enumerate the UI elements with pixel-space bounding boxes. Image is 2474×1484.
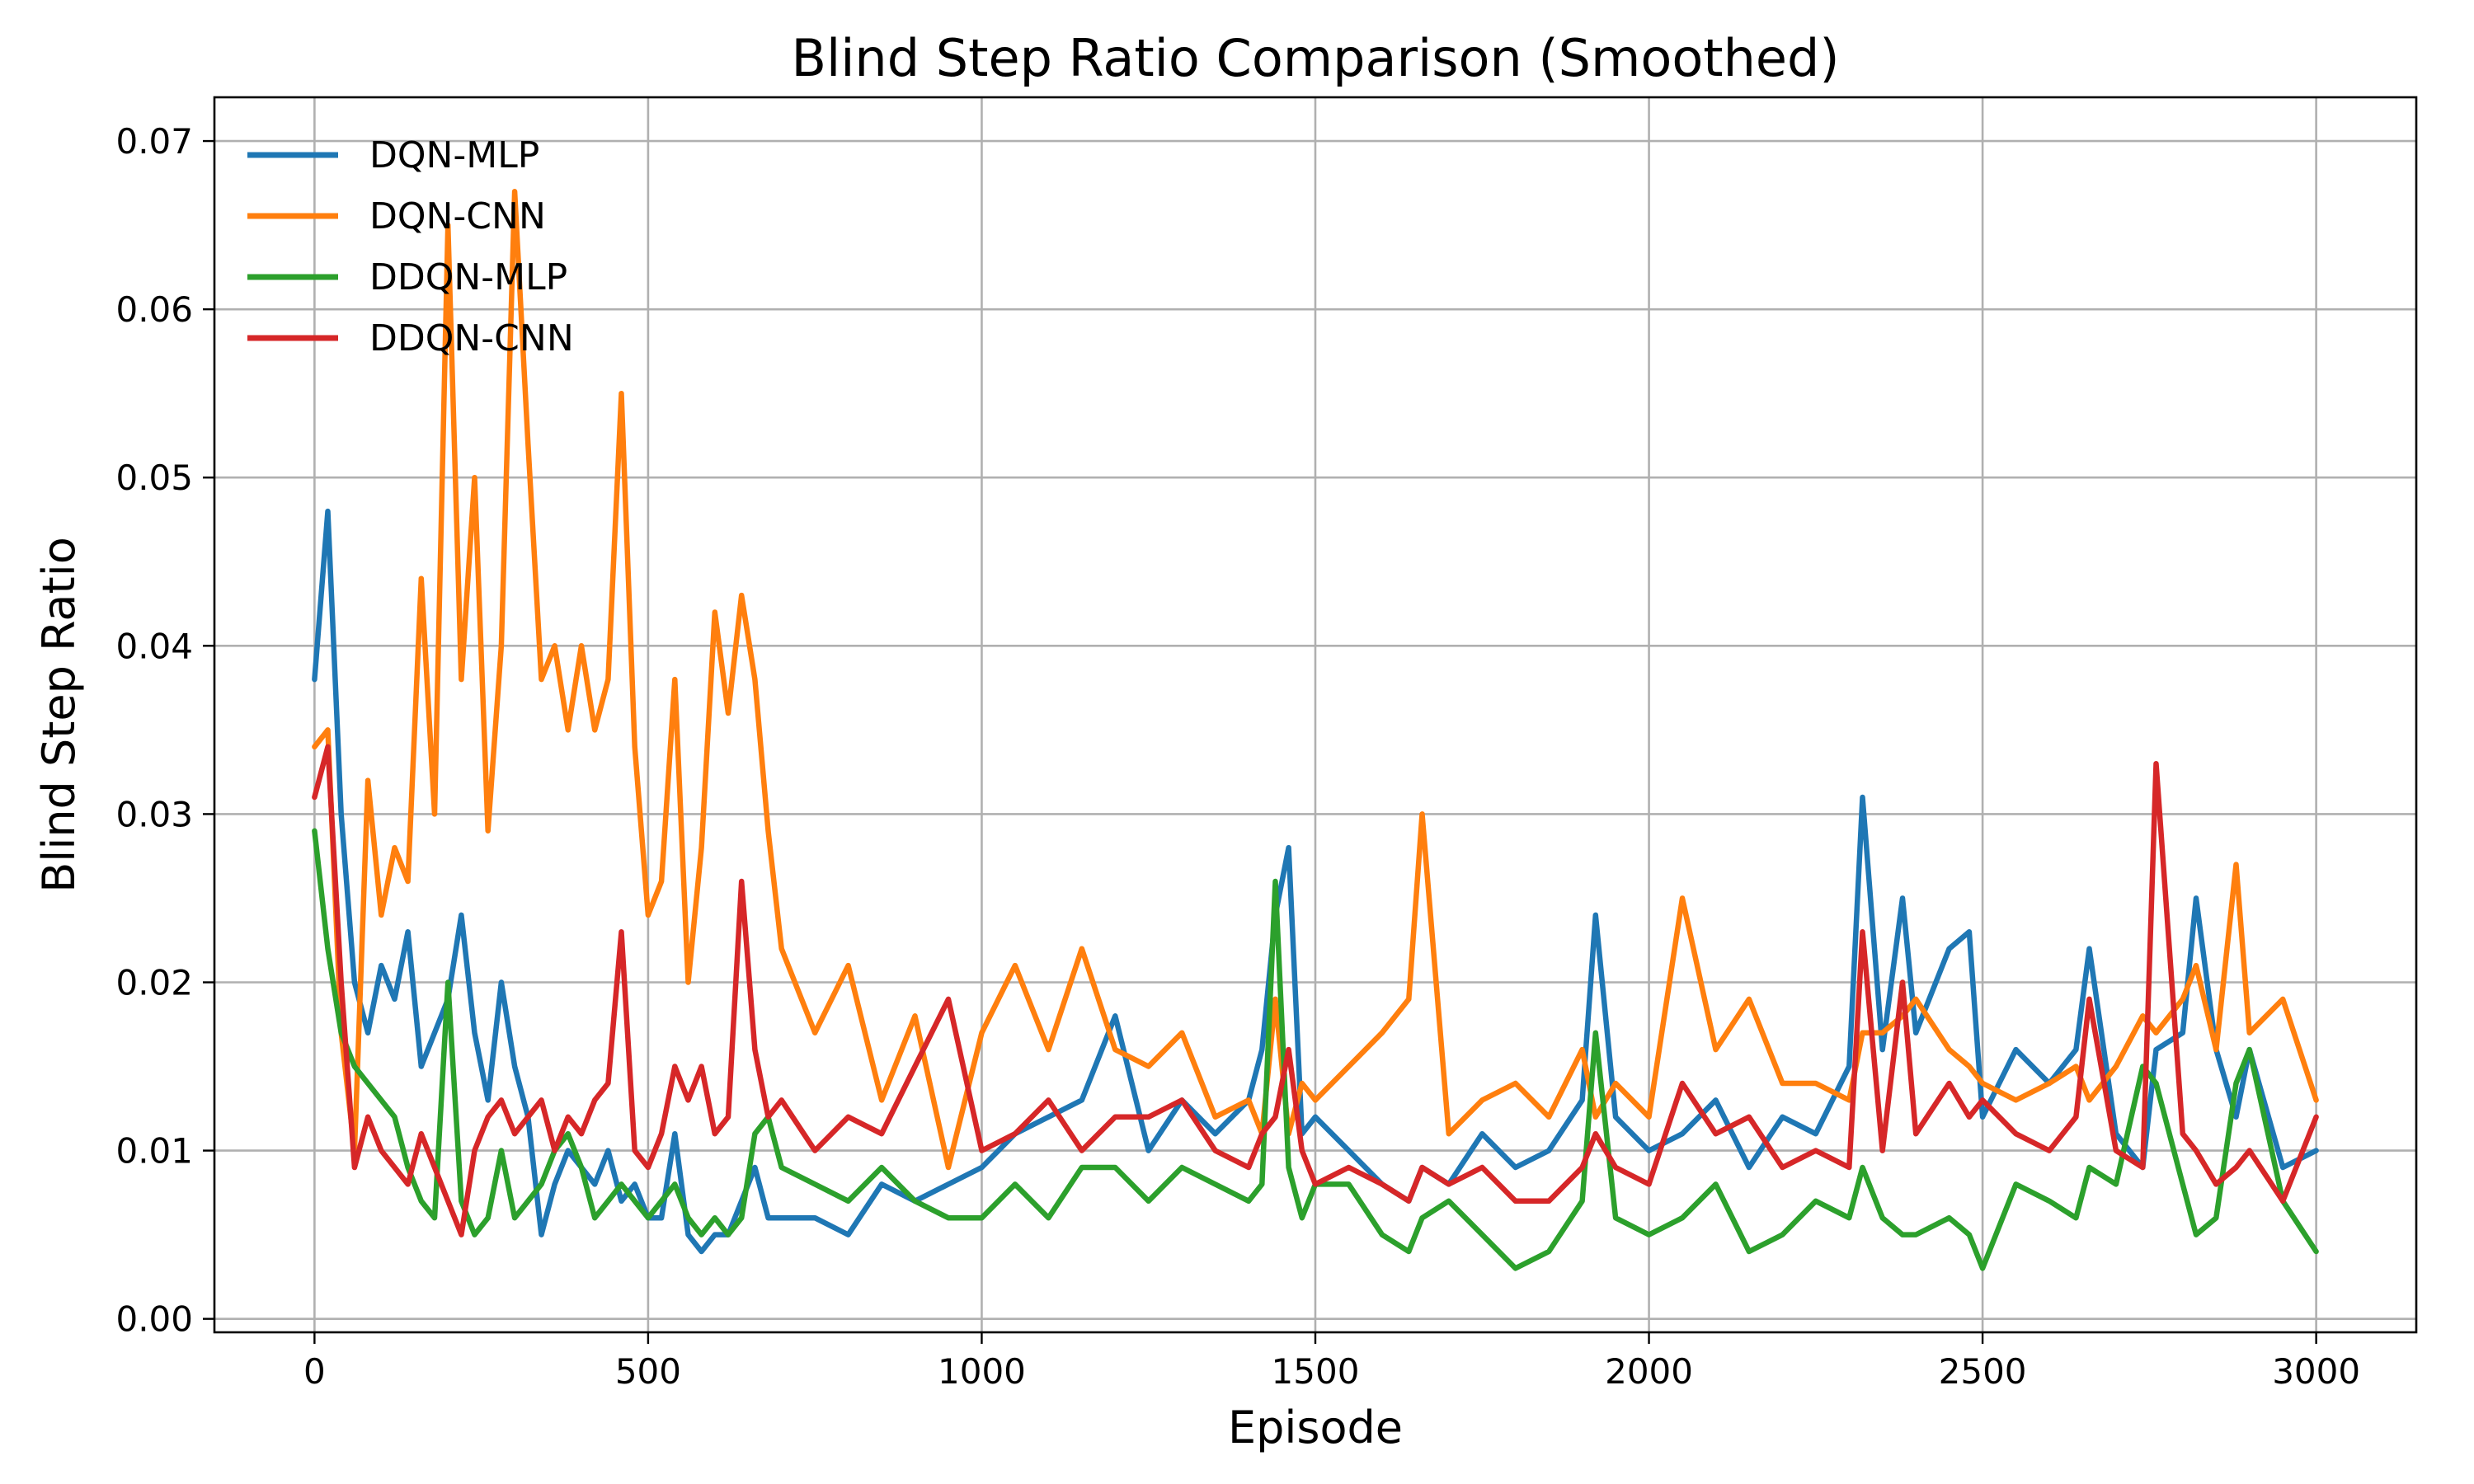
- y-tick-label: 0.07: [115, 121, 193, 162]
- legend-label-ddqn-mlp: DDQN-MLP: [369, 256, 567, 298]
- x-tick-label: 1500: [1272, 1351, 1360, 1392]
- series-line-dqn-mlp: [312, 508, 2319, 1255]
- x-axis-label: Episode: [1228, 1402, 1403, 1453]
- y-tick-label: 0.03: [115, 794, 193, 834]
- series-group: [312, 189, 2319, 1271]
- x-tick-label: 2500: [1939, 1351, 2027, 1392]
- y-tick-label: 0.01: [115, 1131, 193, 1172]
- y-axis: 0.00 0.01 0.02 0.03 0.04 0.05 0.06 0.07: [115, 121, 214, 1340]
- legend-label-dqn-mlp: DQN-MLP: [369, 134, 539, 176]
- grid: [214, 97, 2416, 1332]
- series-line-ddqn-cnn: [312, 744, 2319, 1237]
- y-tick-label: 0.06: [115, 289, 193, 330]
- x-tick-label: 3000: [2272, 1351, 2360, 1392]
- series-line-dqn-cnn: [312, 189, 2319, 1171]
- y-tick-label: 0.05: [115, 458, 193, 498]
- x-tick-label: 500: [615, 1351, 681, 1392]
- legend: DQN-MLP DQN-CNN DDQN-MLP DDQN-CNN: [247, 134, 574, 359]
- y-axis-label: Blind Step Ratio: [33, 537, 85, 892]
- x-tick-label: 1000: [938, 1351, 1026, 1392]
- y-tick-label: 0.04: [115, 626, 193, 666]
- chart-title: Blind Step Ratio Comparison (Smoothed): [791, 28, 1839, 88]
- x-tick-label: 2000: [1605, 1351, 1693, 1392]
- legend-label-ddqn-cnn: DDQN-CNN: [369, 317, 574, 359]
- y-tick-label: 0.02: [115, 962, 193, 1003]
- y-tick-label: 0.00: [115, 1299, 193, 1340]
- series-line-ddqn-mlp: [312, 828, 2319, 1271]
- x-axis: 0 500 1000 1500 2000 2500 3000: [303, 1332, 2360, 1392]
- x-tick-label: 0: [303, 1351, 326, 1392]
- legend-label-dqn-cnn: DQN-CNN: [369, 195, 546, 237]
